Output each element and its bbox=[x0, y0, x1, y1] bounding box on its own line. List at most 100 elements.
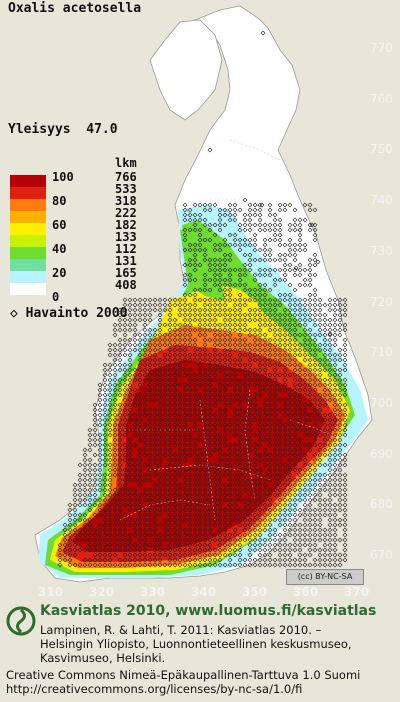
footer-headline[interactable]: Kasviatlas 2010, www.luomus.fi/kasviatla… bbox=[40, 603, 377, 619]
observation-marker bbox=[57, 552, 63, 558]
observation-marker bbox=[112, 512, 118, 518]
observation-marker bbox=[117, 417, 123, 423]
observation-marker bbox=[197, 427, 203, 433]
observation-marker bbox=[82, 517, 88, 523]
observation-marker bbox=[257, 517, 263, 523]
observation-marker bbox=[257, 557, 263, 563]
observation-marker bbox=[102, 382, 108, 388]
observation-marker bbox=[307, 262, 313, 268]
observation-marker bbox=[147, 422, 153, 428]
observation-marker bbox=[172, 337, 178, 343]
observation-marker bbox=[297, 487, 303, 493]
observation-marker bbox=[242, 477, 248, 483]
observation-marker bbox=[262, 437, 268, 443]
cc-license-badge[interactable]: (cc) BY-NC-SA bbox=[286, 569, 364, 585]
observation-marker bbox=[157, 552, 163, 558]
observation-marker bbox=[252, 232, 258, 238]
observation-marker bbox=[222, 527, 228, 533]
observation-marker bbox=[267, 422, 273, 428]
observation-marker bbox=[192, 487, 198, 493]
observation-marker bbox=[242, 387, 248, 393]
observation-marker bbox=[242, 482, 248, 488]
legend-row: 60 182 bbox=[0, 218, 200, 235]
observation-marker bbox=[327, 437, 333, 443]
observation-marker bbox=[272, 372, 278, 378]
observation-marker bbox=[142, 377, 148, 383]
observation-marker bbox=[272, 367, 278, 373]
legend-swatch bbox=[10, 211, 46, 223]
observation-marker bbox=[317, 517, 323, 523]
observation-marker bbox=[187, 412, 193, 418]
observation-marker bbox=[237, 237, 243, 243]
y-tick-label: 760 bbox=[370, 91, 393, 106]
observation-marker bbox=[197, 497, 203, 503]
observation-marker bbox=[237, 522, 243, 528]
observation-marker bbox=[202, 492, 208, 498]
observation-marker bbox=[227, 312, 233, 318]
observation-marker bbox=[307, 362, 313, 368]
observation-marker bbox=[322, 502, 328, 508]
observation-marker bbox=[162, 517, 168, 523]
observation-marker bbox=[167, 482, 173, 488]
observation-marker bbox=[167, 507, 173, 513]
observation-marker bbox=[197, 262, 203, 268]
observation-marker bbox=[312, 427, 318, 433]
observation-marker bbox=[217, 362, 223, 368]
observation-marker bbox=[217, 272, 223, 278]
observation-marker bbox=[197, 472, 203, 478]
observation-marker bbox=[237, 307, 243, 313]
observation-marker bbox=[252, 557, 258, 563]
observation-marker bbox=[222, 267, 228, 273]
observation-marker bbox=[302, 377, 308, 383]
observation-marker bbox=[87, 437, 93, 443]
observation-marker bbox=[322, 507, 328, 513]
observation-marker bbox=[222, 462, 228, 468]
observation-marker bbox=[337, 367, 343, 373]
observation-marker bbox=[217, 527, 223, 533]
observation-marker bbox=[252, 477, 258, 483]
observation-marker bbox=[242, 412, 248, 418]
observation-marker bbox=[222, 322, 228, 328]
observation-marker bbox=[252, 212, 258, 218]
observation-marker bbox=[112, 332, 118, 338]
observation-marker bbox=[117, 472, 123, 478]
observation-marker bbox=[287, 492, 293, 498]
observation-marker bbox=[197, 492, 203, 498]
observation-marker bbox=[312, 487, 318, 493]
observation-marker bbox=[252, 292, 258, 298]
observation-marker bbox=[217, 552, 223, 558]
observation-marker bbox=[297, 397, 303, 403]
observation-marker bbox=[97, 522, 103, 528]
observation-marker bbox=[167, 377, 173, 383]
observation-marker bbox=[297, 452, 303, 458]
observation-marker bbox=[272, 532, 278, 538]
observation-marker bbox=[152, 437, 158, 443]
observation-marker bbox=[242, 502, 248, 508]
observation-marker bbox=[297, 362, 303, 368]
observation-marker bbox=[212, 362, 218, 368]
observation-marker bbox=[267, 557, 273, 563]
observation-marker bbox=[232, 387, 238, 393]
observation-marker bbox=[172, 392, 178, 398]
observation-marker bbox=[102, 437, 108, 443]
observation-marker bbox=[322, 542, 328, 548]
legend-row: 131 bbox=[0, 254, 200, 271]
observation-marker bbox=[332, 307, 338, 313]
observation-marker bbox=[277, 327, 283, 333]
observation-marker bbox=[192, 337, 198, 343]
observation-marker bbox=[177, 417, 183, 423]
observation-marker bbox=[207, 542, 213, 548]
observation-marker bbox=[327, 507, 333, 513]
observation-marker bbox=[257, 482, 263, 488]
observation-marker bbox=[287, 242, 293, 248]
observation-marker bbox=[282, 507, 288, 513]
observation-marker bbox=[242, 557, 248, 563]
observation-marker bbox=[192, 557, 198, 563]
observation-marker bbox=[262, 362, 268, 368]
observation-marker bbox=[107, 502, 113, 508]
observation-marker bbox=[137, 332, 143, 338]
observation-marker bbox=[302, 422, 308, 428]
license-line-2[interactable]: http://creativecommons.org/licenses/by-n… bbox=[6, 682, 303, 696]
observation-marker bbox=[247, 367, 253, 373]
observation-marker bbox=[167, 317, 173, 323]
